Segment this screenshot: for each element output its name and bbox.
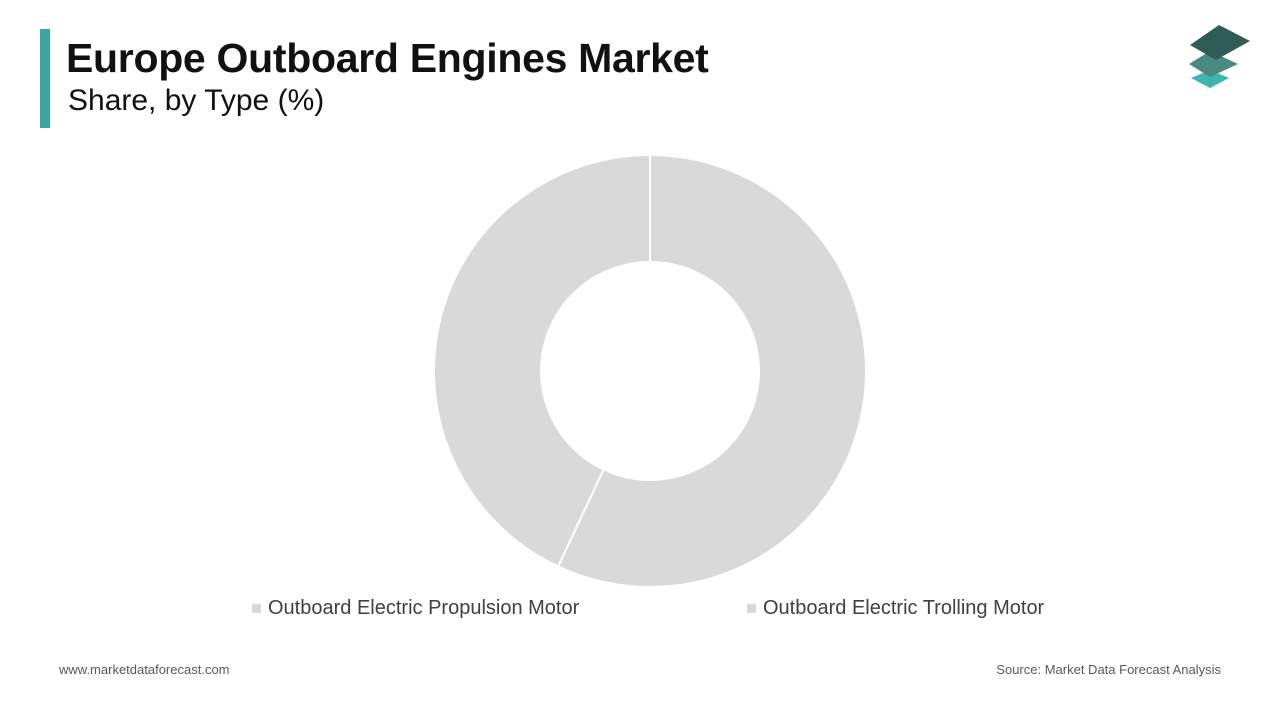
title-accent-bar — [40, 29, 50, 128]
legend-item-propulsion-motor: Outboard Electric Propulsion Motor — [252, 596, 579, 620]
footer-source: Source: Market Data Forecast Analysis — [996, 662, 1221, 677]
legend-item-trolling-motor: Outboard Electric Trolling Motor — [747, 596, 1044, 620]
legend-swatch-propulsion-motor — [252, 603, 261, 613]
legend-swatch-trolling-motor — [747, 603, 756, 613]
chart-subtitle: Share, by Type (%) — [68, 84, 325, 117]
legend-label-trolling-motor: Outboard Electric Trolling Motor — [763, 596, 1045, 619]
donut-slice-propulsion-motor — [556, 153, 867, 588]
chart-title: Europe Outboard Engines Market — [66, 35, 709, 81]
donut-slice-trolling-motor — [433, 153, 651, 568]
stacked-layers-logo-icon — [1189, 25, 1250, 88]
footer-website: www.marketdataforecast.com — [59, 662, 230, 677]
legend-label-propulsion-motor: Outboard Electric Propulsion Motor — [268, 596, 580, 619]
